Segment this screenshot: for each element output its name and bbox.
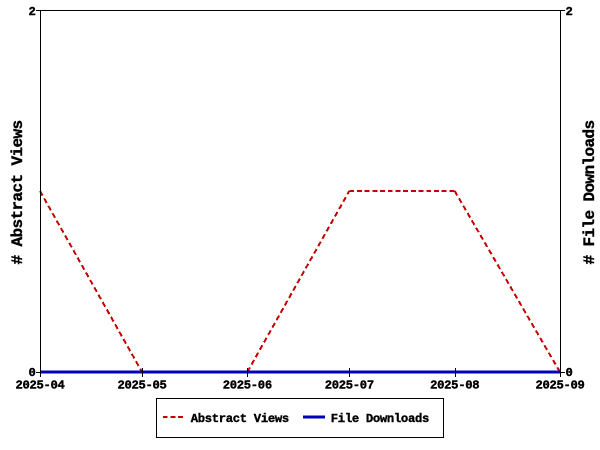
svg-text:2025-07: 2025-07 — [325, 379, 374, 393]
svg-text:2025-05: 2025-05 — [117, 379, 166, 393]
svg-text:2: 2 — [566, 5, 573, 19]
svg-text:0: 0 — [566, 366, 573, 380]
svg-text:2025-06: 2025-06 — [223, 379, 272, 393]
svg-text:File Downloads: File Downloads — [331, 412, 429, 426]
svg-text:0: 0 — [28, 366, 35, 380]
svg-text:# File Downloads: # File Downloads — [581, 120, 599, 264]
svg-text:2: 2 — [28, 5, 35, 19]
svg-text:2025-04: 2025-04 — [15, 379, 64, 393]
svg-text:2025-08: 2025-08 — [430, 379, 479, 393]
svg-text:# Abstract Views: # Abstract Views — [9, 120, 27, 264]
svg-text:2025-09: 2025-09 — [535, 379, 584, 393]
svg-text:Abstract Views: Abstract Views — [191, 412, 289, 426]
